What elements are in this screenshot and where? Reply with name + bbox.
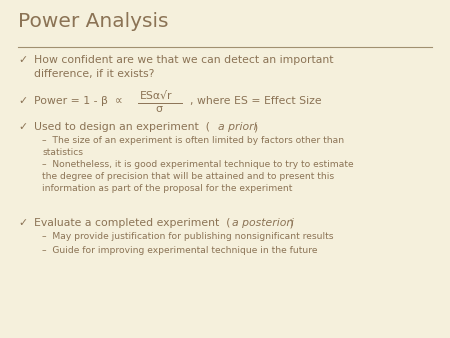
Text: σ: σ [155, 104, 162, 114]
Text: Evaluate a completed experiment  (: Evaluate a completed experiment ( [34, 218, 230, 228]
Text: ✓: ✓ [18, 122, 27, 132]
Text: Used to design an experiment  (: Used to design an experiment ( [34, 122, 210, 132]
Text: ): ) [286, 218, 294, 228]
Text: –  The size of an experiment is often limited by factors other than
statistics: – The size of an experiment is often lim… [42, 136, 344, 157]
Text: –  Guide for improving experimental technique in the future: – Guide for improving experimental techn… [42, 246, 318, 255]
Text: ESα√r: ESα√r [140, 91, 172, 101]
Text: –  Nonetheless, it is good experimental technique to try to estimate
the degree : – Nonetheless, it is good experimental t… [42, 160, 354, 193]
Text: ✓: ✓ [18, 96, 27, 106]
Text: , where ES = Effect Size: , where ES = Effect Size [190, 96, 322, 106]
Text: Power Analysis: Power Analysis [18, 12, 168, 31]
Text: ✓: ✓ [18, 218, 27, 228]
Text: a priori: a priori [218, 122, 256, 132]
Text: How confident are we that we can detect an important
difference, if it exists?: How confident are we that we can detect … [34, 55, 333, 79]
Text: ✓: ✓ [18, 55, 27, 65]
Text: Power = 1 - β  ∝: Power = 1 - β ∝ [34, 96, 122, 106]
Text: ): ) [253, 122, 257, 132]
Text: –  May provide justification for publishing nonsignificant results: – May provide justification for publishi… [42, 232, 333, 241]
Text: a posteriori: a posteriori [232, 218, 294, 228]
